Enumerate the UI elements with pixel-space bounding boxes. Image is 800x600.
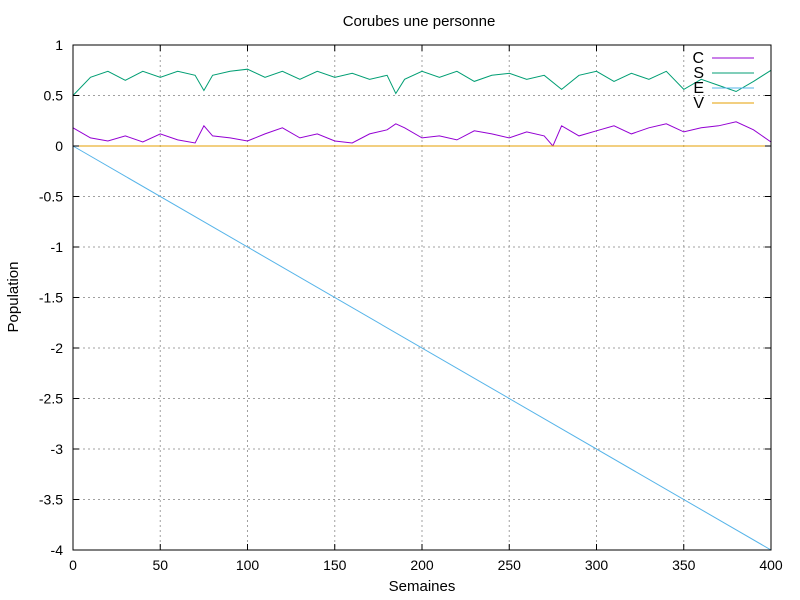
- y-tick-label: -3.5: [39, 492, 63, 508]
- x-tick-label: 250: [498, 557, 522, 573]
- legend-label-s: S: [693, 65, 704, 82]
- x-tick-label: 0: [69, 557, 77, 573]
- y-tick-label: -3: [51, 441, 64, 457]
- y-tick-label: 0: [55, 138, 63, 154]
- chart-title: Corubes une personne: [343, 13, 496, 30]
- y-tick-label: -2: [51, 340, 64, 356]
- y-tick-label: -1: [51, 239, 64, 255]
- legend-label-e: E: [693, 80, 704, 97]
- x-axis-label: Semaines: [389, 578, 456, 595]
- legend-label-v: V: [693, 95, 704, 112]
- grid-layer: [73, 45, 771, 550]
- series-layer: [72, 68, 772, 551]
- x-tick-label: 350: [672, 557, 696, 573]
- y-tick-label: -2.5: [39, 391, 63, 407]
- y-tick-label: 1: [55, 37, 63, 53]
- x-tick-label: 150: [323, 557, 347, 573]
- y-axis-label: Population: [5, 262, 22, 333]
- series-line-s: [72, 68, 772, 96]
- x-tick-label: 400: [759, 557, 783, 573]
- y-tick-label: -4: [51, 542, 64, 558]
- x-tick-label: 300: [585, 557, 609, 573]
- y-tick-label: -0.5: [39, 189, 63, 205]
- y-tick-label: -1.5: [39, 290, 63, 306]
- x-tick-label: 200: [410, 557, 434, 573]
- series-line-e: [72, 145, 772, 551]
- legend-label-c: C: [692, 50, 704, 67]
- y-tick-label: 0.5: [44, 88, 64, 104]
- series-line-c: [72, 121, 772, 147]
- tick-layer: 0 50 100 150 200 250 300 350 400 1 0.5 0 -0.5 -1 -1.5 -…: [39, 37, 783, 573]
- x-tick-label: 100: [236, 557, 260, 573]
- x-tick-label: 50: [152, 557, 168, 573]
